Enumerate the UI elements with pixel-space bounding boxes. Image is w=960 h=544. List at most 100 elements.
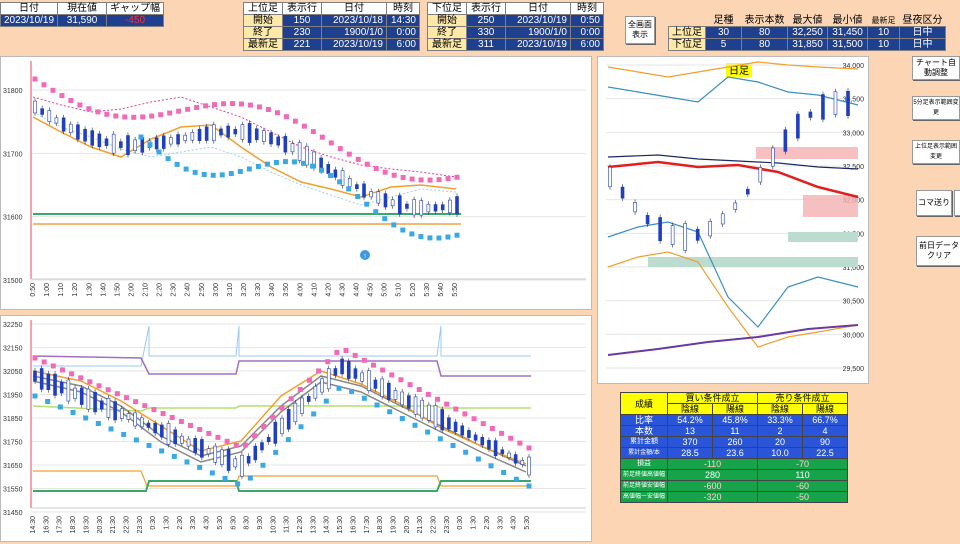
upper-marker-pink [409,176,415,182]
lower-end-date[interactable]: 1900/1/0 [505,26,571,39]
results-cell: 370 [667,436,714,448]
tf-upper-session[interactable]: 日中 [899,26,946,39]
lower-row-label: 開始 [427,14,467,27]
tf-upper-kind[interactable]: 30 [705,26,742,39]
tf-lower-session[interactable]: 日中 [899,38,946,51]
lower-latest-date: 2023/10/19 [505,38,571,51]
upper-x-tick: 4:50 [368,283,375,297]
upper-start-time[interactable]: 14:30 [386,14,420,27]
lower-end-row[interactable]: 330 [466,26,506,39]
upper-marker-pink [274,110,280,116]
upper-candle [383,193,388,208]
upper-range-button[interactable]: 上位足表示範囲変更 [912,140,960,164]
upper-x-tick: 0:50 [30,283,37,297]
results-summary-sell: -70 [757,458,849,470]
lower-marker-blue [336,385,342,391]
daily-y-tick: 30,000 [843,332,865,339]
daily-candle [808,111,813,118]
results-cell: 23.6 [712,447,759,459]
lower-candle [280,417,284,435]
upper-candle [405,203,409,209]
daily-candle [758,167,763,183]
lower-marker-blue [209,470,215,476]
lower-candle [79,387,84,405]
upper-end-time[interactable]: 0:00 [386,26,420,39]
lower-marker-pink [69,371,75,377]
summary-table: 日付 現在値 ギャップ幅 2023/10/19 31,590 -450 [0,2,165,27]
upper-x-tick: 5:30 [424,283,431,297]
lower-start-date[interactable]: 2023/10/19 [505,14,571,27]
daily-support-zone-2 [648,257,858,267]
lower-marker-pink [526,445,532,451]
tf-lower-count[interactable]: 80 [741,38,788,51]
upper-end-row[interactable]: 230 [282,26,322,39]
daily-y-tick: 32,500 [843,164,865,171]
five-minute-chart[interactable]: 31800 31700 31600 31500 0:50 1:00 1:10 1:20 1:3… [0,56,592,310]
fullscreen-button[interactable]: 全画面 表示 [625,16,655,44]
lower-candle [420,399,424,419]
upper-marker-pink [104,111,110,117]
lower-x-tick: 18:30 [377,516,384,534]
upper-candle [369,191,373,198]
lower-marker-pink [343,348,349,354]
upper-candle [47,110,52,122]
upper-candle [154,137,159,150]
upper-x-tick: 2:50 [199,283,206,297]
upper-marker-pink [140,114,146,120]
upper-marker-pink [346,151,352,157]
upper-candle [269,132,273,145]
lower-marker-pink [242,442,248,448]
upper-x-tick: 4:20 [325,283,332,297]
upper-candle [68,123,73,134]
upper-candle [40,108,44,115]
upper-candle [240,124,245,140]
daily-y-tick: 31,000 [843,265,865,272]
upper-marker-pink [32,76,38,82]
lower-candle [360,372,364,382]
results-summary-buy: -600 [667,480,759,492]
lower-x-tick: 20:30 [404,516,411,534]
lower-candle [166,423,171,445]
tf-lower-kind[interactable]: 5 [705,38,742,51]
lower-candle [313,385,318,399]
lower-marker-blue [57,404,63,410]
lower-x-tick: 0:30 [457,516,464,530]
five-min-range-button[interactable]: 5分足表示範囲変更 [912,96,960,120]
frame-step-next-button[interactable] [954,190,960,216]
frame-step-button[interactable]: コマ送り [916,190,952,216]
upper-marker-pink [292,118,298,124]
auto-chart-button[interactable]: チャート自動調整 [912,56,960,80]
lower-candle [380,378,384,397]
clear-prev-data-button[interactable]: 前日データ クリア [916,236,960,266]
lower-x-tick: 17:30 [57,516,64,534]
lower-marker-pink [270,414,276,420]
tf-lower-min: 31,500 [827,38,868,51]
lower-start-row[interactable]: 250 [466,14,506,27]
lower-marker-pink [233,442,239,448]
tf-upper-count[interactable]: 80 [741,26,788,39]
lower-start-time[interactable]: 0:50 [570,14,604,27]
results-cell: 11 [712,425,759,437]
results-summary-sell: 110 [757,469,849,481]
lower-candle [400,391,404,406]
lower-range-table: 下位足 表示行 日付 時刻 開始 250 2023/10/19 0:50 終了 … [427,2,604,51]
lower-y-tick: 31950 [3,393,23,400]
upper-x-tick: 2:30 [171,283,178,297]
results-summary-buy: -110 [667,458,759,470]
lower-marker-blue [488,463,494,469]
lower-candle [507,452,511,458]
upper-end-date[interactable]: 1900/1/0 [321,26,387,39]
summary-gap: -450 [106,14,165,27]
daily-chart[interactable]: 日足 34,00033,50033,00032,50032,00031,5003… [597,56,869,384]
upper-x-tick: 2:20 [157,283,164,297]
upper-start-date[interactable]: 2023/10/18 [321,14,387,27]
lower-marker-blue [108,426,114,432]
upper-markers [32,76,460,241]
upper-start-row[interactable]: 150 [282,14,322,27]
upper-marker-blue [400,227,406,233]
upper-x-tick: 3:00 [213,283,220,297]
thirty-minute-chart[interactable]: 32250 32150 32050 31950 31850 31750 31650 31550… [0,315,592,542]
upper-x-tick: 5:40 [438,283,445,297]
lower-marker-blue [247,475,253,481]
lower-end-time[interactable]: 0:00 [570,26,604,39]
